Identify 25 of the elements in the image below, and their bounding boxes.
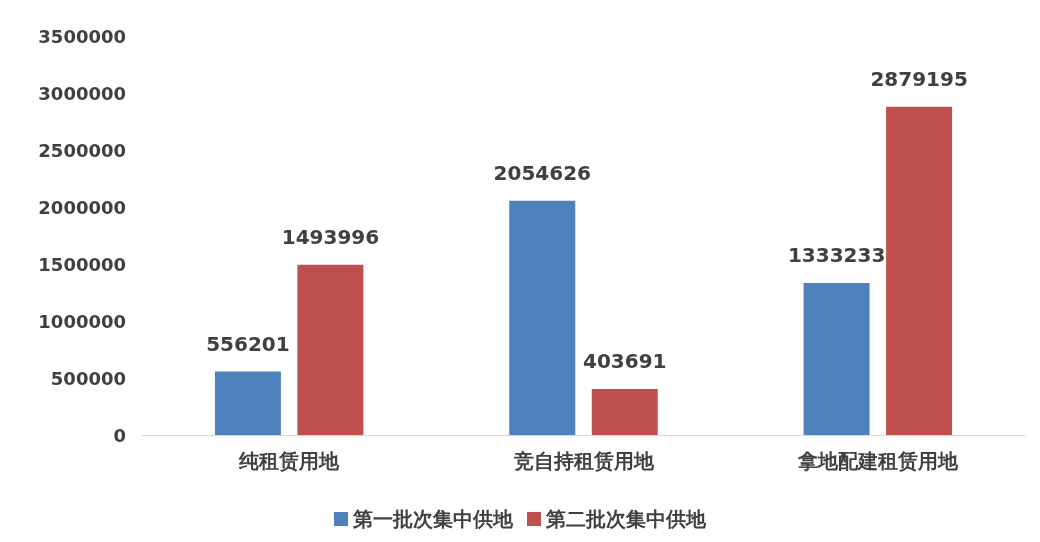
bar [214, 371, 281, 435]
legend-label: 第二批次集中供地 [545, 507, 707, 531]
y-tick-label: 1500000 [38, 253, 126, 275]
y-tick-label: 2000000 [38, 196, 126, 218]
data-label: 2879195 [870, 66, 968, 91]
legend-label: 第一批次集中供地 [352, 507, 514, 531]
y-tick-label: 2500000 [38, 139, 126, 161]
bar [886, 106, 953, 435]
bar [509, 200, 576, 435]
data-label: 403691 [583, 348, 667, 373]
data-label: 1333233 [787, 243, 886, 268]
data-label: 2054626 [493, 160, 591, 185]
data-label: 1493996 [281, 224, 380, 249]
x-tick-label: 纯租赁用地 [238, 449, 341, 473]
bar [297, 264, 364, 435]
y-tick-label: 3500000 [38, 25, 126, 47]
y-tick-label: 500000 [50, 367, 126, 389]
y-tick-label: 0 [113, 424, 126, 446]
y-tick-label: 1000000 [38, 310, 126, 332]
x-tick-label: 拿地配建租赁用地 [796, 449, 959, 473]
y-tick-label: 3000000 [38, 82, 126, 104]
data-label: 556201 [206, 331, 290, 356]
x-tick-label: 竞自持租赁用地 [512, 449, 655, 473]
bar [591, 388, 658, 435]
bar [803, 283, 870, 435]
